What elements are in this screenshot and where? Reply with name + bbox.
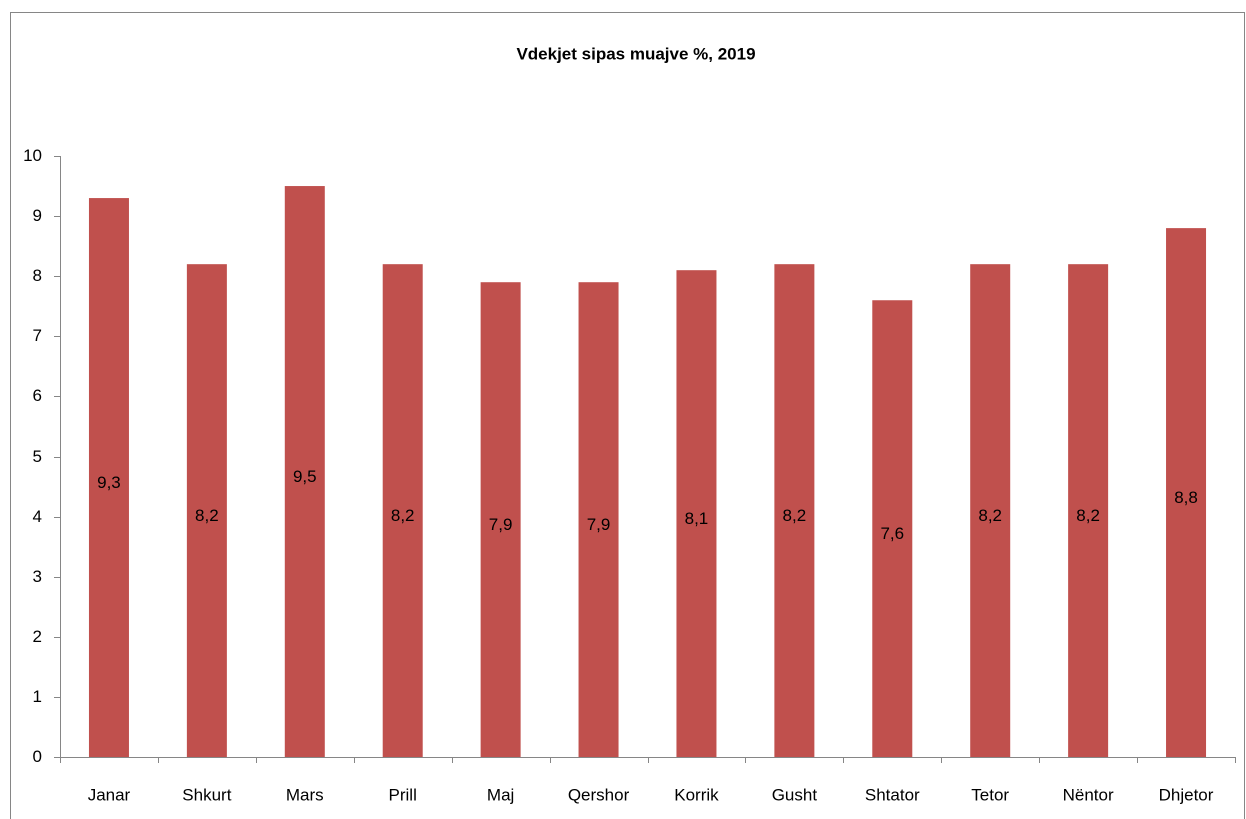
bar — [1166, 228, 1207, 757]
x-tick-label: Tetor — [971, 785, 1009, 804]
bar — [88, 198, 129, 757]
x-tick-label: Janar — [88, 785, 131, 804]
data-label: 9,3 — [97, 473, 121, 492]
bar — [480, 282, 521, 757]
data-label: 8,2 — [195, 506, 219, 525]
x-tick-label: Shtator — [865, 785, 920, 804]
y-tick-label: 4 — [33, 507, 42, 526]
chart-title: Vdekjet sipas muajve %, 2019 — [516, 44, 755, 63]
x-tick-label: Korrik — [674, 785, 719, 804]
x-tick-label: Dhjetor — [1159, 785, 1214, 804]
data-label: 7,6 — [880, 524, 904, 543]
bar — [186, 264, 227, 757]
data-label: 8,2 — [783, 506, 807, 525]
bar — [578, 282, 619, 757]
x-tick-label: Prill — [389, 785, 417, 804]
y-tick-label: 5 — [33, 447, 42, 466]
y-tick-label: 6 — [33, 386, 42, 405]
x-tick-label: Gusht — [772, 785, 818, 804]
data-label: 8,2 — [1076, 506, 1100, 525]
data-label: 7,9 — [489, 515, 513, 534]
bar — [284, 186, 325, 758]
bar — [872, 300, 913, 757]
data-label: 8,1 — [685, 509, 709, 528]
y-tick-label: 0 — [33, 747, 42, 766]
bar — [774, 264, 815, 757]
data-label: 8,2 — [978, 506, 1002, 525]
y-tick-label: 7 — [33, 326, 42, 345]
y-tick-label: 8 — [33, 266, 42, 285]
y-tick-label: 1 — [33, 687, 42, 706]
x-tick-label: Qershor — [568, 785, 630, 804]
y-tick-label: 3 — [33, 567, 42, 586]
x-tick-label: Nëntor — [1063, 785, 1114, 804]
data-label: 9,5 — [293, 467, 317, 486]
bar — [676, 270, 717, 757]
x-tick-label: Maj — [487, 785, 514, 804]
y-tick-label: 9 — [33, 206, 42, 225]
data-label: 7,9 — [587, 515, 611, 534]
bar — [382, 264, 423, 757]
bar — [1068, 264, 1109, 757]
y-tick-label: 2 — [33, 627, 42, 646]
data-label: 8,2 — [391, 506, 415, 525]
x-tick-label: Shkurt — [182, 785, 231, 804]
x-tick-label: Mars — [286, 785, 324, 804]
data-label: 8,8 — [1174, 488, 1198, 507]
bar — [970, 264, 1011, 757]
y-tick-label: 10 — [23, 146, 42, 165]
